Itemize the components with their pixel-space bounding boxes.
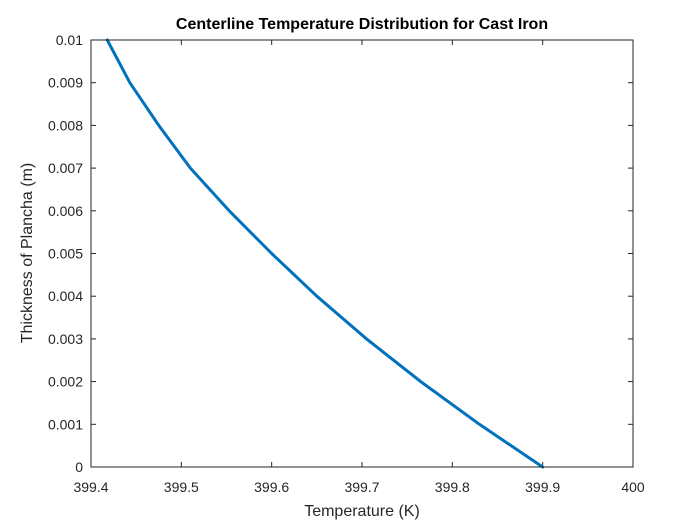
chart-title: Centerline Temperature Distribution for … — [176, 16, 548, 33]
x-tick-label: 399.8 — [435, 479, 470, 495]
y-tick-label: 0 — [75, 459, 83, 475]
x-tick-labels: 399.4 399.5 399.6 399.7 399.8 399.9 400 — [73, 479, 644, 495]
x-tick-label: 400 — [621, 479, 645, 495]
x-tick-label: 399.5 — [164, 479, 199, 495]
y-tick-label: 0.006 — [48, 203, 83, 219]
y-tick-label: 0.004 — [48, 288, 83, 304]
plot-area — [91, 40, 633, 467]
series-line-0 — [105, 38, 545, 469]
y-tick-label: 0.008 — [48, 117, 83, 133]
plot-border — [90, 39, 634, 468]
y-tick-labels: 0 0.001 0.002 0.003 0.004 0.005 0.006 0.007 0.00… — [48, 32, 83, 475]
x-tick-label: 399.6 — [254, 479, 289, 495]
y-tick-label: 0.001 — [48, 416, 83, 432]
y-tick-label: 0.007 — [48, 160, 83, 176]
y-tick-label: 0.005 — [48, 246, 83, 262]
x-tick-label: 399.9 — [525, 479, 560, 495]
y-tick-label: 0.003 — [48, 331, 83, 347]
x-tick-label: 399.7 — [344, 479, 379, 495]
x-tick-label: 399.4 — [73, 479, 108, 495]
y-axis-title: Thickness of Plancha (m) — [19, 163, 36, 344]
y-tick-label: 0.009 — [48, 75, 83, 91]
y-tick-label: 0.002 — [48, 374, 83, 390]
x-axis-title: Temperature (K) — [304, 503, 420, 520]
y-tick-label: 0.01 — [56, 32, 83, 48]
series-layer — [105, 38, 545, 469]
